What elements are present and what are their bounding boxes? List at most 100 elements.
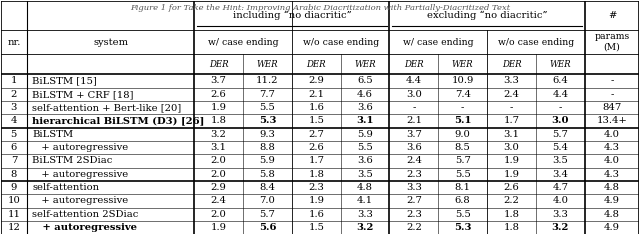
Text: #: # [608,11,616,20]
Text: BiLSTM + CRF [18]: BiLSTM + CRF [18] [32,90,134,99]
Text: 1.9: 1.9 [308,196,324,205]
Text: 3: 3 [11,103,17,112]
Text: 2.4: 2.4 [406,157,422,165]
Text: 8.5: 8.5 [455,143,470,152]
Text: 3.5: 3.5 [552,157,568,165]
Text: -: - [559,103,562,112]
Text: WER: WER [257,60,278,69]
Text: 4.4: 4.4 [406,76,422,86]
Text: DER: DER [404,60,424,69]
Text: 3.2: 3.2 [552,223,569,232]
Text: 5.9: 5.9 [259,157,275,165]
Text: 8.1: 8.1 [455,183,471,192]
Text: excluding “no diacritic”: excluding “no diacritic” [427,11,547,20]
Text: + autoregressive: + autoregressive [32,170,129,179]
Text: 2.6: 2.6 [308,143,324,152]
Text: DER: DER [209,60,228,69]
Text: 5: 5 [11,130,17,139]
Text: self-attention + Bert-like [20]: self-attention + Bert-like [20] [32,103,181,112]
Text: 2.1: 2.1 [406,117,422,125]
Text: 4.3: 4.3 [604,143,620,152]
Text: 2.9: 2.9 [211,183,227,192]
Text: 3.0: 3.0 [504,143,520,152]
Text: -: - [510,103,513,112]
Text: 1.7: 1.7 [504,117,520,125]
Text: 5.1: 5.1 [454,117,472,125]
Text: 12: 12 [8,223,20,232]
Text: 4.8: 4.8 [357,183,373,192]
Text: 8.4: 8.4 [259,183,275,192]
Text: 13.4+: 13.4+ [596,117,627,125]
Text: 6: 6 [11,143,17,152]
Text: 3.5: 3.5 [357,170,373,179]
Text: + autoregressive: + autoregressive [32,196,129,205]
Text: 6.4: 6.4 [552,76,568,86]
Text: 7.7: 7.7 [259,90,275,99]
Text: 7: 7 [11,157,17,165]
Text: 2.4: 2.4 [504,90,520,99]
Text: 1.8: 1.8 [504,210,520,219]
Text: 1.5: 1.5 [308,117,324,125]
Text: 5.9: 5.9 [357,130,373,139]
Text: 5.8: 5.8 [259,170,275,179]
Text: 2: 2 [11,90,17,99]
Text: 2.3: 2.3 [406,170,422,179]
Text: BiLSTM 2SDiac: BiLSTM 2SDiac [32,157,113,165]
Text: 2.0: 2.0 [211,210,227,219]
Text: 4.8: 4.8 [604,210,620,219]
Text: 2.3: 2.3 [406,210,422,219]
Text: 6.5: 6.5 [357,76,373,86]
Text: 1.5: 1.5 [308,223,324,232]
Text: w/o case ending: w/o case ending [303,38,379,47]
Text: 1.9: 1.9 [211,103,227,112]
Text: 5.4: 5.4 [552,143,568,152]
Text: 2.7: 2.7 [308,130,324,139]
Text: 3.1: 3.1 [356,117,374,125]
Text: BiLSTM: BiLSTM [32,130,73,139]
Text: 10.9: 10.9 [452,76,474,86]
Text: -: - [611,76,614,86]
Text: 4.0: 4.0 [604,130,620,139]
Text: 3.7: 3.7 [406,130,422,139]
Text: params
(M): params (M) [595,32,630,52]
Text: 11.2: 11.2 [256,76,278,86]
Text: 1.8: 1.8 [308,170,324,179]
Text: 2.3: 2.3 [308,183,324,192]
Text: 4.3: 4.3 [604,170,620,179]
Text: nr.: nr. [7,38,20,47]
Text: WER: WER [550,60,572,69]
Text: 11: 11 [7,210,20,219]
Text: 5.5: 5.5 [455,170,470,179]
Text: w/o case ending: w/o case ending [498,38,574,47]
Text: WER: WER [355,60,376,69]
Text: 4.7: 4.7 [552,183,568,192]
Text: 4.9: 4.9 [604,196,620,205]
Text: 2.6: 2.6 [504,183,520,192]
Text: BiLSTM [15]: BiLSTM [15] [32,76,97,86]
Text: 1.6: 1.6 [308,210,324,219]
Text: 5.7: 5.7 [455,157,470,165]
Text: 4.4: 4.4 [552,90,568,99]
Text: 1.9: 1.9 [504,157,520,165]
Text: 5.3: 5.3 [454,223,472,232]
Text: 3.3: 3.3 [552,210,568,219]
Text: + autoregressive: + autoregressive [32,143,129,152]
Text: 2.4: 2.4 [211,196,227,205]
Text: 3.3: 3.3 [406,183,422,192]
Text: 847: 847 [602,103,621,112]
Text: 5.7: 5.7 [259,210,275,219]
Text: 1.8: 1.8 [504,223,520,232]
Text: 2.1: 2.1 [308,90,324,99]
Text: 7.4: 7.4 [455,90,471,99]
Text: 9: 9 [11,183,17,192]
Text: including “no diacritic”: including “no diacritic” [232,11,351,20]
Text: 4.8: 4.8 [604,183,620,192]
Text: 2.2: 2.2 [504,196,520,205]
Text: 3.1: 3.1 [504,130,520,139]
Text: 2.7: 2.7 [406,196,422,205]
Text: 5.6: 5.6 [259,223,276,232]
Text: 3.0: 3.0 [406,90,422,99]
Text: 9.3: 9.3 [259,130,275,139]
Text: 5.5: 5.5 [259,103,275,112]
Text: 2.2: 2.2 [406,223,422,232]
